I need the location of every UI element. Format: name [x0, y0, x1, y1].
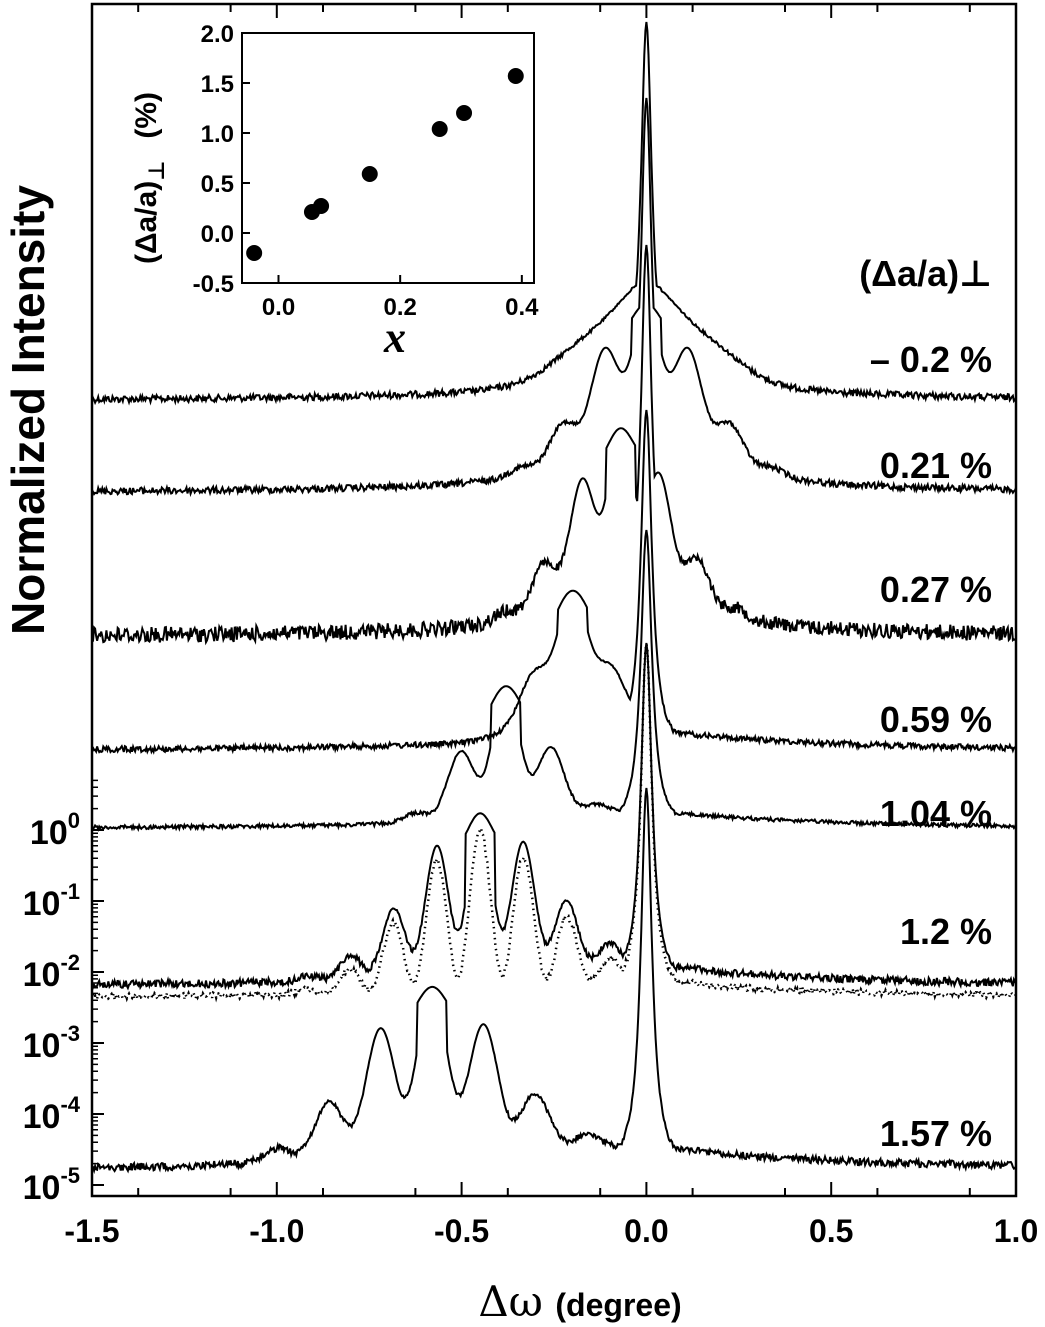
- curve-0.27: [91, 244, 1017, 646]
- inset-y-axis-title-unit: (%): [130, 92, 163, 139]
- inset-y-tick-label: 1.5: [201, 71, 234, 98]
- x-tick-label: -1.5: [64, 1213, 119, 1249]
- curve-0.21: [91, 97, 1017, 498]
- inset-x-tick-label: 0.4: [505, 294, 539, 321]
- y-tick-exponent: -3: [60, 1021, 80, 1046]
- y-tick-label: 10-5: [23, 1163, 80, 1207]
- main-plot-frame: [90, 2, 1018, 1198]
- series-label: 0.27 %: [880, 569, 992, 610]
- y-tick-label: 10-3: [23, 1021, 80, 1065]
- inset-axes: 0.0 0.2 0.4 -0.5 0.0 0.5 1.0 1.5 2.0: [193, 21, 540, 321]
- inset-y-tick-label: -0.5: [193, 271, 234, 298]
- y-tick-exponent: 0: [68, 808, 80, 833]
- legend-header: (Δa/a)⊥: [859, 253, 992, 294]
- curve-1.04: [91, 529, 1017, 833]
- inset-data-point: [246, 245, 263, 261]
- inset-y-tick-label: 0.5: [201, 171, 234, 198]
- inset-data-point: [361, 166, 378, 182]
- series-label: 1.04 %: [880, 793, 992, 834]
- x-tick-label: 0.5: [809, 1213, 853, 1249]
- inset-data-point: [456, 105, 473, 121]
- series-label: 0.59 %: [880, 699, 992, 740]
- inset-data-point: [431, 121, 448, 137]
- x-axis-title-unit: (degree): [555, 1287, 681, 1323]
- inset-y-axis-title-sub: ⊥: [144, 161, 169, 181]
- y-tick-base: 10: [23, 1098, 61, 1136]
- curve-1.2: [91, 642, 1017, 991]
- x-tick-label: 0.0: [624, 1213, 668, 1249]
- y-tick-label: 10-1: [23, 879, 80, 923]
- series-label: 0.21 %: [880, 445, 992, 486]
- x-axis-title-symbol: Δω: [478, 1277, 543, 1326]
- curve-0.59: [91, 409, 1017, 755]
- y-tick-exponent: -1: [60, 879, 80, 904]
- x-tick-label: -1.0: [249, 1213, 304, 1249]
- y-tick-exponent: -2: [60, 950, 80, 975]
- inset-y-tick-label: 1.0: [201, 121, 234, 148]
- series-label: – 0.2 %: [870, 339, 992, 380]
- y-tick-label: 10-2: [23, 950, 80, 994]
- y-tick-base: 10: [23, 1027, 61, 1065]
- y-tick-label: 10-4: [23, 1092, 81, 1136]
- inset-y-tick-label: 2.0: [201, 21, 234, 48]
- main-axes: -1.5 -1.0 -0.5 0.0 0.5 1.010010-110-210-310-4…: [23, 4, 1038, 1249]
- inset-plot-frame: [241, 32, 535, 284]
- y-tick-base: 10: [30, 814, 68, 852]
- inset-data-point: [313, 198, 330, 214]
- x-tick-label: -0.5: [434, 1213, 489, 1249]
- inset-plot: 0.0 0.2 0.4 -0.5 0.0 0.5 1.0 1.5 2.0 x (Δa/a)⊥ (%…: [130, 21, 539, 362]
- inset-x-tick-label: 0.0: [262, 294, 295, 321]
- curve-1.57: [91, 787, 1017, 1175]
- curve--0.2: [91, 21, 1017, 406]
- inset-x-tick-label: 0.2: [383, 294, 416, 321]
- y-tick-label: 100: [30, 808, 80, 852]
- y-tick-base: 10: [23, 1169, 61, 1207]
- y-tick-base: 10: [23, 885, 61, 923]
- series-label: 1.57 %: [880, 1113, 992, 1154]
- inset-y-tick-label: 0.0: [201, 221, 234, 248]
- inset-y-axis-title-main: (Δa/a): [130, 181, 163, 264]
- inset-y-axis-title: (Δa/a)⊥ (%): [130, 92, 169, 264]
- x-tick-label: 1.0: [994, 1213, 1038, 1249]
- main-curves: [91, 21, 1018, 1175]
- inset-x-axis-title: x: [383, 313, 406, 362]
- main-legend: – 0.2 % 0.21 % 0.27 % 0.59 % 1.04 % 1.2 % 1.57…: [870, 339, 992, 1154]
- y-tick-exponent: -5: [60, 1163, 80, 1188]
- y-tick-base: 10: [23, 956, 61, 994]
- series-label: 1.2 %: [900, 911, 992, 952]
- y-tick-exponent: -4: [60, 1092, 80, 1117]
- y-axis-title: Normalized Intensity: [2, 185, 54, 635]
- inset-points: [246, 68, 524, 261]
- x-axis-title: Δω (degree): [478, 1277, 681, 1326]
- curve-simulation-dotted: [91, 643, 1018, 1003]
- inset-data-point: [507, 68, 524, 84]
